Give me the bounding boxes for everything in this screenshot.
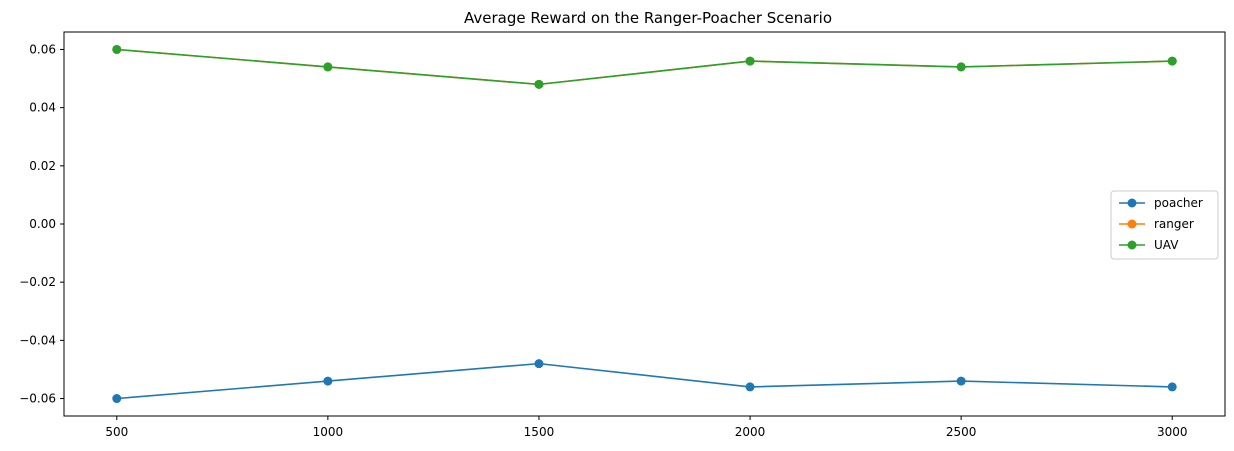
y-tick-label: 0.04 (29, 101, 56, 115)
data-point-uav (534, 79, 544, 89)
x-tick-label: 2500 (946, 425, 977, 439)
y-tick-label: 0.06 (29, 42, 56, 56)
data-point-uav (112, 44, 122, 54)
data-point-poacher (1167, 382, 1177, 392)
data-point-uav (956, 62, 966, 72)
legend-box (1110, 190, 1219, 260)
data-point-poacher (745, 382, 755, 392)
plot-frame (63, 31, 1226, 417)
data-point-poacher (534, 359, 544, 369)
x-tick-label: 1000 (313, 425, 344, 439)
series-line-uav (116, 48, 1173, 86)
x-tick-label: 2000 (735, 425, 766, 439)
y-tick-label: −0.06 (19, 392, 56, 406)
legend-marker-poacher (1127, 198, 1137, 208)
data-point-uav (1167, 56, 1177, 66)
legend-marker-ranger (1127, 219, 1137, 229)
series-line-ranger (116, 48, 1173, 86)
data-point-uav (323, 62, 333, 72)
data-point-poacher (956, 376, 966, 386)
y-tick-label: 0.00 (29, 217, 56, 231)
x-tick-label: 500 (105, 425, 128, 439)
y-tick-label: −0.04 (19, 333, 56, 347)
x-tick-label: 1500 (524, 425, 555, 439)
y-tick-label: 0.02 (29, 159, 56, 173)
plot-area: 500 1000 1500 2000 2500 3000 0.06 0.04 0.02 0.00 −… (19, 42, 1187, 439)
y-tick-label: −0.02 (19, 275, 56, 289)
chart-title: Average Reward on the Ranger-Poacher Sce… (464, 9, 832, 27)
legend: poacher ranger UAV (1110, 190, 1219, 260)
data-point-poacher (323, 376, 333, 386)
legend-label-uav: UAV (1154, 238, 1179, 252)
legend-label-poacher: poacher (1154, 196, 1203, 210)
series-line-poacher (116, 362, 1173, 400)
legend-label-ranger: ranger (1154, 217, 1194, 231)
data-point-uav (745, 56, 755, 66)
x-tick-label: 3000 (1157, 425, 1188, 439)
legend-marker-uav (1127, 240, 1137, 250)
data-point-poacher (112, 394, 122, 404)
